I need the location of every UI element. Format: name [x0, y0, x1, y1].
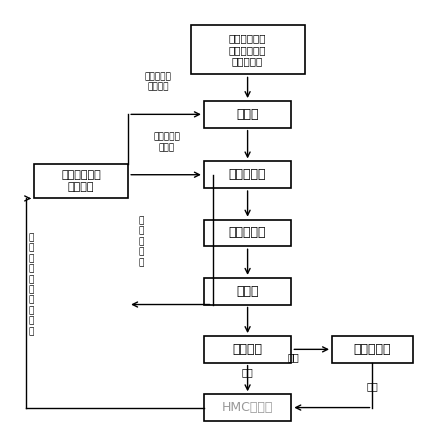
Text: 固形物脱水: 固形物脱水	[354, 343, 391, 356]
FancyBboxPatch shape	[190, 25, 304, 74]
FancyBboxPatch shape	[204, 278, 291, 304]
FancyBboxPatch shape	[204, 336, 291, 363]
Text: 发
酵
液
回
流: 发 酵 液 回 流	[139, 216, 144, 267]
Text: 畜禽养殖、屠
屰、食品加工
等有机废水: 畜禽养殖、屠 屰、食品加工 等有机废水	[229, 33, 266, 66]
Text: 腥植化微生物
培养装置: 腥植化微生物 培养装置	[61, 170, 101, 192]
Text: 调节池: 调节池	[236, 108, 259, 121]
Text: 提
供
辅
助
活
性
营
养
成
分: 提 供 辅 助 活 性 营 养 成 分	[28, 233, 34, 336]
Text: 提供微生物
培养基质: 提供微生物 培养基质	[144, 72, 171, 92]
FancyBboxPatch shape	[204, 394, 291, 421]
Text: HMC发酵液: HMC发酵液	[222, 401, 273, 414]
Text: 固液分离: 固液分离	[232, 343, 262, 356]
FancyBboxPatch shape	[204, 220, 291, 246]
FancyBboxPatch shape	[34, 164, 128, 198]
Text: 熟化池: 熟化池	[236, 285, 259, 297]
FancyBboxPatch shape	[204, 161, 291, 188]
FancyBboxPatch shape	[204, 101, 291, 128]
Text: 一级发酵池: 一级发酵池	[229, 168, 266, 181]
Text: 液态: 液态	[367, 381, 378, 391]
Text: 二级发酵池: 二级发酵池	[229, 227, 266, 239]
FancyBboxPatch shape	[332, 336, 413, 363]
Text: 液态: 液态	[242, 367, 253, 377]
Text: 固态: 固态	[288, 352, 299, 362]
Text: 提供腥植化
微生物: 提供腥植化 微生物	[153, 133, 180, 152]
